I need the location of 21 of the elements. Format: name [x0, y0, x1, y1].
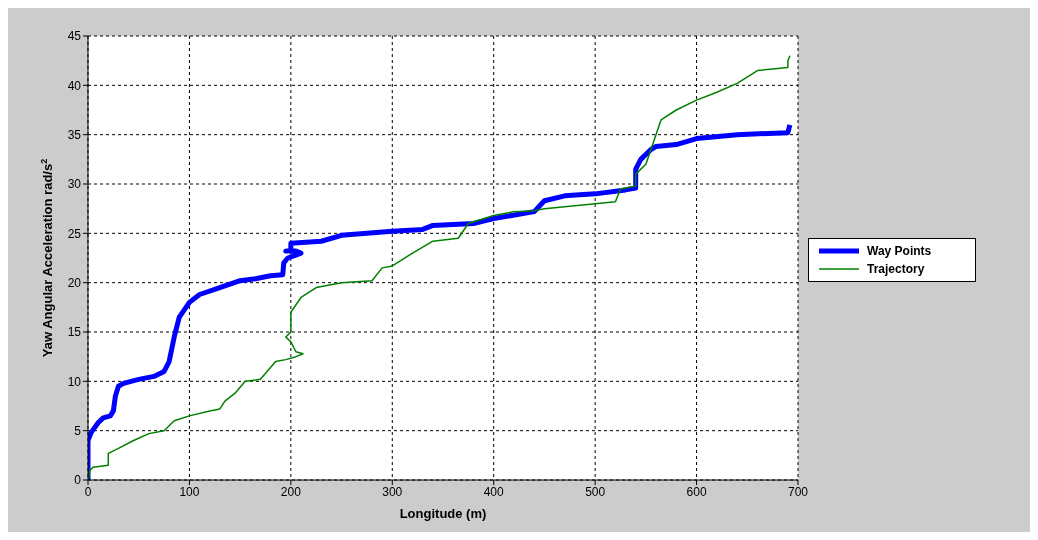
x-tick-label: 500 — [585, 484, 606, 499]
y-tick-label: 20 — [67, 275, 82, 290]
y-tick-label: 30 — [67, 177, 82, 192]
x-tick-label: 200 — [280, 484, 302, 499]
x-tick-label: 400 — [483, 484, 505, 499]
y-tick-label: 0 — [74, 473, 82, 488]
legend-label: Trajectory — [867, 262, 925, 276]
y-tick-label: 10 — [67, 374, 82, 389]
x-tick-label: 100 — [179, 484, 200, 499]
x-tick-label: 0 — [84, 484, 92, 499]
x-tick-label: 300 — [382, 484, 403, 499]
x-tick-label: 600 — [686, 484, 707, 499]
x-axis-title: Longitude (m) — [399, 506, 487, 521]
y-tick-label: 25 — [67, 226, 82, 241]
legend-label: Way Points — [867, 244, 932, 258]
y-tick-label: 5 — [74, 423, 82, 438]
x-tick-label: 700 — [787, 484, 809, 499]
y-tick-label: 35 — [67, 127, 82, 142]
y-tick-label: 40 — [67, 78, 82, 93]
y-tick-label: 15 — [67, 325, 82, 340]
y-tick-label: 45 — [67, 29, 82, 44]
